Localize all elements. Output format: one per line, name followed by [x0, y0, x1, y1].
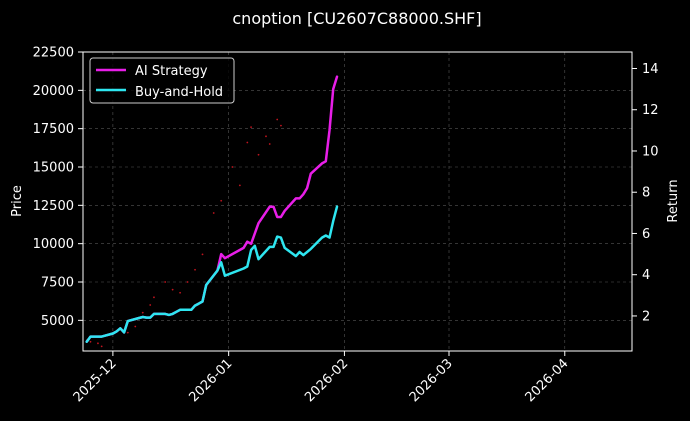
price-point — [238, 184, 241, 187]
plot-frame — [82, 51, 633, 352]
y-tick-label: 10000 — [33, 237, 74, 252]
price-point — [100, 345, 103, 348]
price-point — [220, 199, 223, 202]
price-point — [276, 118, 279, 121]
y-tick-label: 22500 — [33, 46, 74, 61]
price-point — [164, 281, 167, 283]
y2-tick-label: 8 — [642, 186, 650, 201]
legend-label-buy-and-hold: Buy-and-Hold — [135, 85, 223, 100]
y2-axis-ticks: 2 4 6 8 10 12 14 — [632, 62, 659, 324]
price-point — [280, 124, 282, 127]
y-tick-label: 20000 — [33, 84, 74, 99]
series-lines — [85, 75, 339, 343]
price-point — [212, 212, 215, 214]
price-point — [134, 325, 137, 328]
y2-tick-label: 4 — [642, 268, 650, 283]
price-point — [250, 126, 252, 129]
y-tick-label: 17500 — [33, 122, 74, 137]
price-point — [149, 304, 152, 306]
y2-tick-label: 10 — [642, 144, 659, 159]
price-point — [265, 135, 267, 138]
series-line-buy-and-hold — [85, 205, 339, 343]
legend: AI Strategy Buy-and-Hold — [89, 57, 235, 104]
y2-tick-label: 2 — [642, 309, 650, 324]
price-point — [194, 268, 196, 271]
price-point — [97, 342, 99, 345]
price-point — [246, 141, 249, 144]
price-point — [231, 166, 234, 168]
y-tick-label: 5000 — [41, 314, 74, 329]
y2-axis-label: Return — [666, 179, 681, 222]
price-point — [201, 253, 204, 256]
price-point — [257, 153, 260, 156]
price-point — [171, 288, 174, 291]
price-point — [141, 311, 144, 314]
y-tick-label: 7500 — [41, 276, 74, 291]
y-tick-label: 15000 — [33, 161, 74, 176]
price-point — [268, 143, 271, 145]
price-point — [126, 331, 129, 334]
y2-tick-label: 12 — [642, 103, 659, 118]
y-axis-ticks: 5000 7500 10000 12500 15000 17500 20000 22500 — [33, 46, 83, 329]
price-point — [89, 340, 92, 343]
price-point — [179, 291, 182, 294]
y-axis-label: Price — [10, 185, 25, 217]
y2-tick-label: 6 — [642, 227, 650, 242]
price-point — [186, 281, 189, 283]
chart-title: cnoption [CU2607C88000.SHF] — [232, 9, 481, 28]
y2-tick-label: 14 — [642, 62, 659, 77]
price-point — [153, 296, 155, 299]
y-tick-label: 12500 — [33, 199, 74, 214]
legend-label-ai-strategy: AI Strategy — [135, 64, 208, 79]
